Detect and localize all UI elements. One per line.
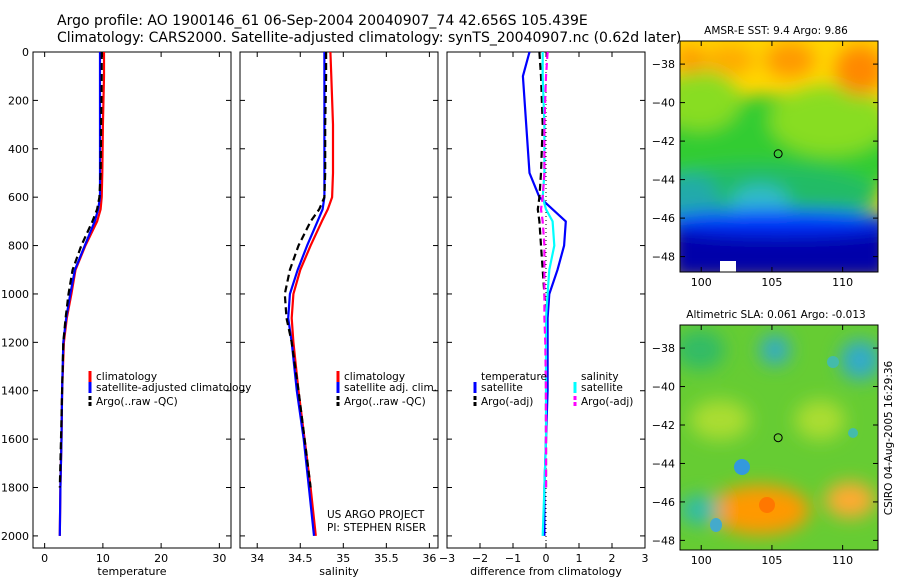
- y-tick-label: 1400: [1, 385, 29, 398]
- sst-map: [680, 41, 878, 272]
- panel-frame: [239, 51, 439, 549]
- x-axis-label: temperature: [97, 565, 166, 578]
- profile-panel-2: [239, 51, 439, 549]
- series-line: [290, 51, 335, 537]
- map-y-tick-label: −48: [652, 251, 675, 264]
- series-line: [287, 52, 326, 537]
- x-tick-label: 3: [642, 552, 649, 565]
- figure-title-line2: Climatology: CARS2000. Satellite-adjuste…: [57, 30, 682, 46]
- map-x-tick-label: 110: [832, 554, 853, 567]
- x-tick-label: 1: [576, 552, 583, 565]
- map-x-tick-label: 105: [761, 554, 782, 567]
- y-tick-label: 1200: [1, 336, 29, 349]
- x-tick-label: 35: [336, 552, 350, 565]
- map-y-tick-label: −40: [652, 97, 675, 110]
- legend-temp-satellite: satellite-adjusted climatology: [96, 382, 251, 394]
- y-tick-label: 200: [8, 94, 29, 107]
- y-tick-label: 2000: [1, 530, 29, 543]
- profile-panel-3: [446, 51, 646, 549]
- map-x-tick-label: 110: [832, 276, 853, 289]
- sla-map: [680, 325, 878, 550]
- x-tick-label: 34: [250, 552, 264, 565]
- map-y-tick-label: −38: [652, 58, 675, 71]
- x-tick-label: 0: [543, 552, 550, 565]
- x-axis-label: salinity: [319, 565, 359, 578]
- project-label: US ARGO PROJECT: [327, 509, 425, 521]
- map-title-1: AMSR-E SST: 9.4 Argo: 9.86: [704, 25, 848, 37]
- x-tick-label: −1: [505, 552, 521, 565]
- float-position-marker: [773, 433, 783, 443]
- map-y-tick-label: −44: [652, 457, 675, 470]
- legend-diff-sal-header: salinity: [581, 371, 619, 383]
- y-tick-label: 1000: [1, 288, 29, 301]
- pi-label: PI: STEPHEN RISER: [327, 522, 426, 534]
- x-tick-label: 20: [154, 552, 168, 565]
- map-x-tick-label: 105: [761, 276, 782, 289]
- float-position-marker: [773, 149, 783, 159]
- map-x-tick-label: 100: [691, 276, 712, 289]
- map-y-tick-label: −48: [652, 534, 675, 547]
- map-y-tick-label: −46: [652, 212, 675, 225]
- legend-sal-climatology: climatology: [344, 371, 405, 383]
- map-y-tick-label: −42: [652, 419, 675, 432]
- x-tick-label: 10: [96, 552, 110, 565]
- x-tick-label: 30: [212, 552, 226, 565]
- y-tick-label: 800: [8, 240, 29, 253]
- y-tick-label: 1800: [1, 482, 29, 495]
- x-tick-label: 36: [422, 552, 436, 565]
- x-axis-label: difference from climatology: [470, 565, 622, 578]
- x-tick-label: −2: [472, 552, 488, 565]
- legend-temp-argo: Argo(..raw -QC): [96, 396, 178, 408]
- profile-panel-1: [32, 51, 232, 549]
- legend-diff-sal-argo: Argo(-adj): [581, 396, 633, 408]
- map-y-tick-label: −44: [652, 174, 675, 187]
- legend-sal-argo: Argo(..raw -QC): [344, 396, 426, 408]
- map-y-tick-label: −42: [652, 135, 675, 148]
- series-line: [58, 52, 103, 488]
- map-x-tick-label: 100: [691, 554, 712, 567]
- map-y-tick-label: −40: [652, 381, 675, 394]
- legend-diff-temp-header: temperature: [481, 371, 547, 383]
- y-tick-label: 600: [8, 191, 29, 204]
- legend-diff-temp-satellite: satellite: [481, 382, 523, 394]
- series-line: [539, 51, 549, 488]
- x-tick-label: 35.5: [374, 552, 399, 565]
- footer-timestamp: CSIRO 04-Aug-2005 16:29:36: [883, 360, 895, 515]
- y-tick-label: 1600: [1, 433, 29, 446]
- legend-sal-satellite: satellite adj. clim.: [344, 382, 437, 394]
- map-y-tick-label: −38: [652, 342, 675, 355]
- x-tick-label: −3: [439, 552, 455, 565]
- figure-title-line1: Argo profile: AO 1900146_61 06-Sep-2004 …: [57, 13, 588, 29]
- x-tick-label: 2: [609, 552, 616, 565]
- legend-diff-temp-argo: Argo(-adj): [481, 396, 533, 408]
- map-title-2: Altimetric SLA: 0.061 Argo: -0.013: [686, 309, 865, 321]
- x-tick-label: 0: [41, 552, 48, 565]
- x-tick-label: 34.5: [288, 552, 313, 565]
- legend-temp-climatology: climatology: [96, 371, 157, 383]
- y-tick-label: 400: [8, 143, 29, 156]
- panel-frame: [32, 51, 232, 549]
- legend-diff-sal-satellite: satellite: [581, 382, 623, 394]
- series-line: [283, 52, 328, 488]
- y-tick-label: 0: [22, 46, 29, 59]
- map-y-tick-label: −46: [652, 496, 675, 509]
